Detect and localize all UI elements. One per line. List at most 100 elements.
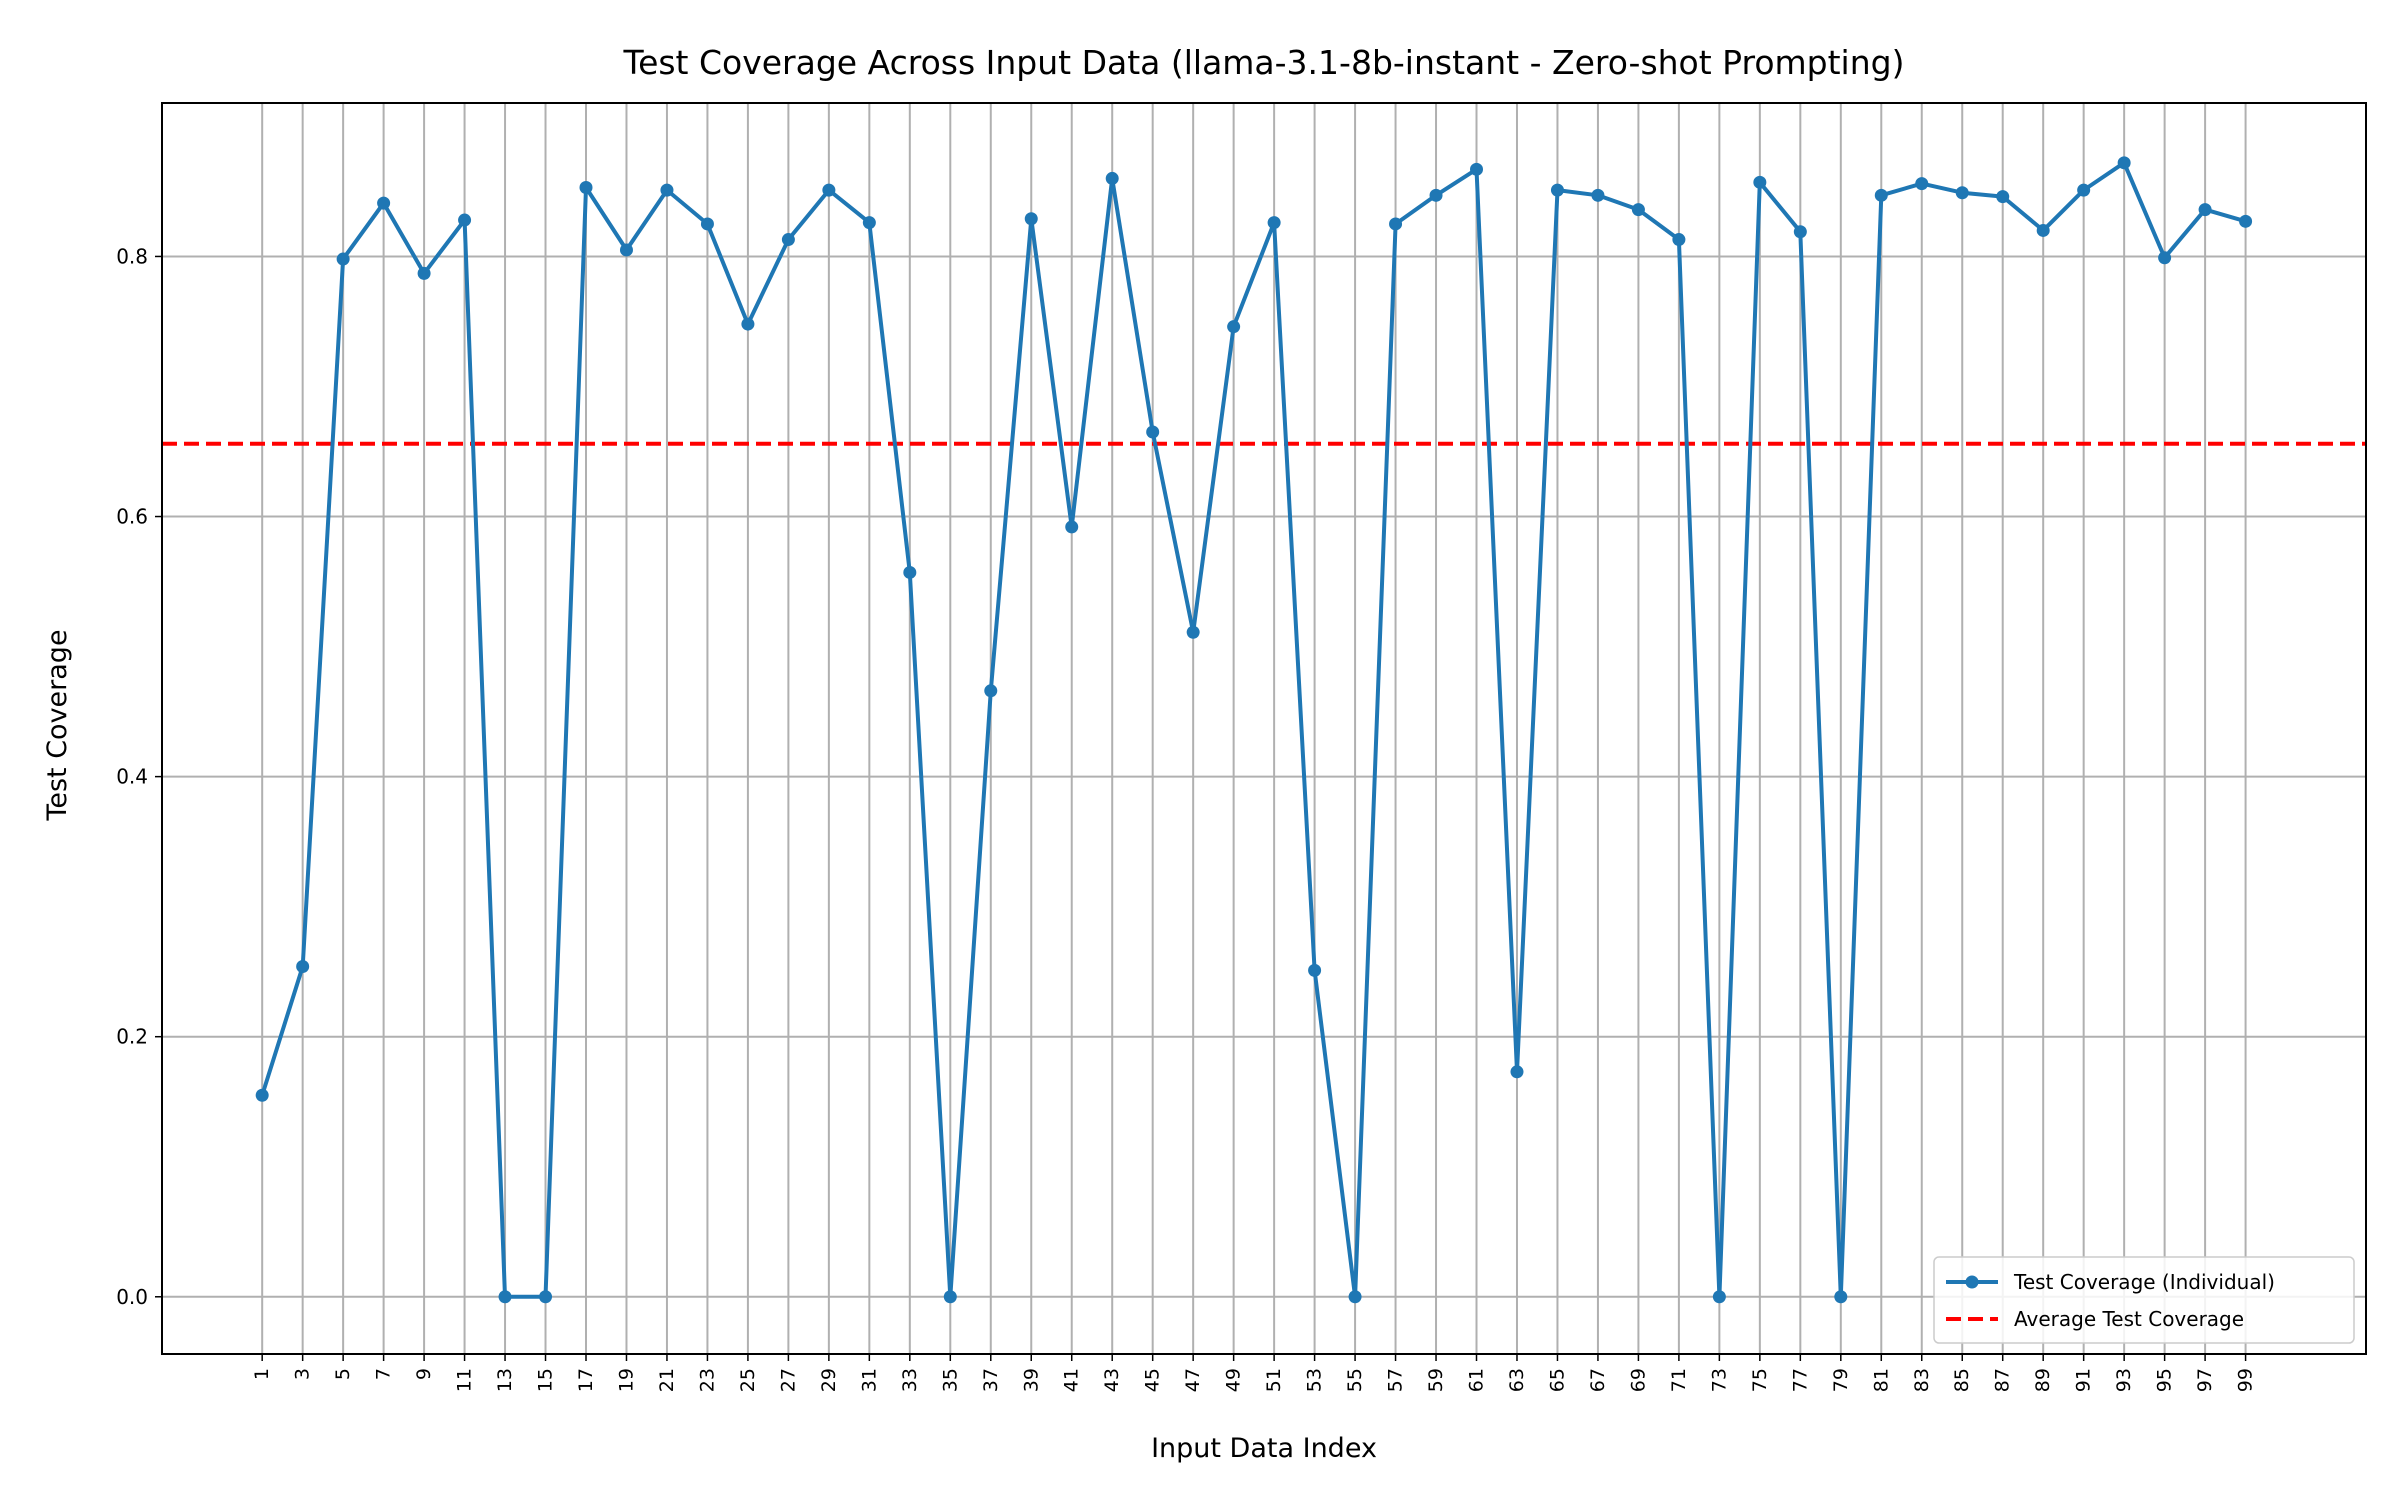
x-tick-label: 71 [1668, 1368, 1690, 1392]
data-point [1227, 320, 1241, 334]
x-tick-label: 73 [1708, 1368, 1730, 1392]
data-point [1024, 212, 1038, 226]
x-tick-label: 91 [2073, 1368, 2095, 1392]
data-point [1146, 425, 1160, 439]
data-point [660, 183, 674, 197]
data-point [862, 216, 876, 230]
x-tick-label: 13 [494, 1368, 516, 1392]
x-tick-label: 31 [858, 1368, 880, 1392]
x-tick-label: 17 [575, 1368, 597, 1392]
x-tick-label: 99 [2235, 1368, 2257, 1392]
x-tick-label: 89 [2032, 1368, 2054, 1392]
x-tick-label: 97 [2194, 1368, 2216, 1392]
y-tick-label: 0.2 [116, 1025, 148, 1049]
data-point [377, 196, 391, 210]
series-line [260, 160, 2247, 1299]
data-point [781, 233, 795, 247]
data-point [1955, 186, 1969, 200]
data-point [943, 1290, 957, 1304]
y-tick-label: 0.6 [116, 505, 148, 529]
x-tick-label: 39 [1020, 1368, 1042, 1392]
legend-label: Average Test Coverage [2014, 1307, 2244, 1331]
x-tick-label: 83 [1911, 1368, 1933, 1392]
data-point [1389, 217, 1403, 231]
series-lines [260, 160, 2247, 1299]
legend-swatch-marker [1965, 1275, 1979, 1289]
data-point [1186, 625, 1200, 639]
x-tick-label: 95 [2154, 1368, 2176, 1392]
data-point [903, 565, 917, 579]
data-point [2077, 183, 2091, 197]
data-point [458, 213, 472, 227]
data-point [1631, 203, 1645, 217]
x-tick-label: 85 [1951, 1368, 1973, 1392]
data-point [1834, 1290, 1848, 1304]
data-point [539, 1290, 553, 1304]
data-point [2117, 156, 2131, 170]
x-tick-label: 65 [1546, 1368, 1568, 1392]
data-point [1470, 162, 1484, 176]
x-tick-label: 27 [777, 1368, 799, 1392]
data-points [255, 156, 2253, 1304]
x-tick-label: 61 [1466, 1368, 1488, 1392]
x-tick-label: 49 [1223, 1368, 1245, 1392]
data-point [2239, 214, 2253, 228]
x-tick-label: 15 [535, 1368, 557, 1392]
x-tick-label: 11 [454, 1368, 476, 1392]
data-point [1591, 188, 1605, 202]
data-point [1308, 963, 1322, 977]
legend-box [1933, 1256, 2355, 1344]
x-tick-label: 75 [1749, 1368, 1771, 1392]
data-point [417, 266, 431, 280]
data-point [1510, 1065, 1524, 1079]
x-tick-label: 55 [1344, 1368, 1366, 1392]
x-tick-label: 53 [1304, 1368, 1326, 1392]
data-point [700, 217, 714, 231]
x-tick-label: 5 [332, 1368, 354, 1380]
data-point [2036, 223, 2050, 237]
x-tick-label: 3 [292, 1368, 314, 1380]
x-tick-label: 1 [251, 1368, 273, 1380]
x-tick-label: 25 [737, 1368, 759, 1392]
data-point [1267, 216, 1281, 230]
y-tick-label: 0.8 [116, 244, 148, 268]
x-tick-label: 29 [818, 1368, 840, 1392]
grid-lines [162, 103, 2366, 1354]
y-tick-label: 0.0 [116, 1285, 148, 1309]
data-point [2158, 251, 2172, 265]
x-tick-label: 79 [1830, 1368, 1852, 1392]
x-tick-label: 87 [1992, 1368, 2014, 1392]
data-point [619, 243, 633, 257]
data-point [1793, 225, 1807, 239]
x-tick-label: 41 [1061, 1368, 1083, 1392]
data-point [255, 1088, 269, 1102]
data-point [498, 1290, 512, 1304]
x-tick-label: 59 [1425, 1368, 1447, 1392]
data-point [1874, 188, 1888, 202]
x-tick-label: 93 [2113, 1368, 2135, 1392]
data-point [579, 181, 593, 195]
x-tick-label: 67 [1587, 1368, 1609, 1392]
data-point [984, 684, 998, 698]
x-tick-label: 43 [1101, 1368, 1123, 1392]
chart-title: Test Coverage Across Input Data (llama-3… [623, 43, 1905, 82]
data-point [1753, 175, 1767, 189]
x-tick-label: 63 [1506, 1368, 1528, 1392]
x-tick-label: 35 [939, 1368, 961, 1392]
x-tick-label: 77 [1789, 1368, 1811, 1392]
data-point [1065, 520, 1079, 534]
y-axis-label: Test Coverage [42, 629, 73, 821]
x-tick-label: 81 [1870, 1368, 1892, 1392]
x-tick-label: 9 [413, 1368, 435, 1380]
legend-label: Test Coverage (Individual) [2013, 1270, 2275, 1294]
x-tick-label: 47 [1182, 1368, 1204, 1392]
x-tick-label: 7 [373, 1368, 395, 1380]
data-point [1550, 183, 1564, 197]
y-axis-ticks: 0.0 0.2 0.4 0.6 0.8 [116, 244, 162, 1309]
x-axis-label: Input Data Index [1151, 1433, 1377, 1464]
data-point [741, 317, 755, 331]
x-tick-label: 33 [899, 1368, 921, 1392]
plot-frame [161, 102, 2367, 1355]
data-point [1348, 1290, 1362, 1304]
